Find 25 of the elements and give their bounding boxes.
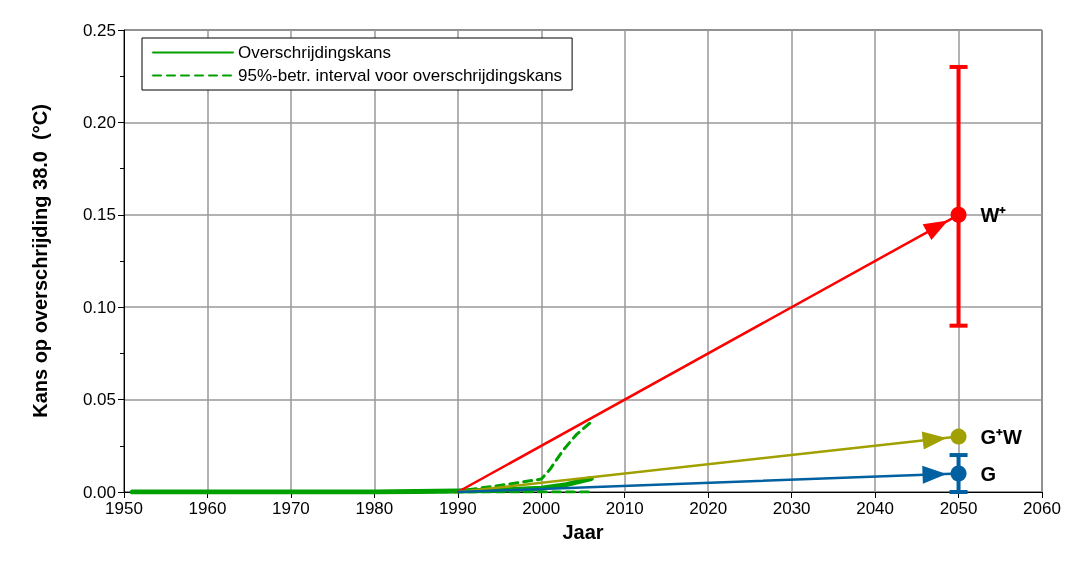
x-axis-title: Jaar — [562, 521, 604, 543]
x-tick-label: 2000 — [522, 499, 561, 518]
x-tick-label: 1980 — [355, 499, 394, 518]
y-tick-label: 0.25 — [82, 20, 116, 40]
y-tick-label: 0.20 — [82, 112, 116, 132]
y-tick-label: 0.00 — [82, 482, 116, 502]
x-tick-label: 2020 — [689, 499, 728, 518]
x-tick-label: 2040 — [856, 499, 894, 518]
x-tick-label: 2030 — [772, 499, 811, 518]
annotation: G⁺W — [980, 425, 1023, 448]
y-tick-label: 0.05 — [82, 390, 116, 410]
annotation: W⁺ — [980, 203, 1007, 226]
annotation: G — [980, 462, 997, 485]
x-tick-label: 1970 — [272, 499, 310, 518]
x-tick-label: 1960 — [188, 499, 227, 518]
legend-label: Overschrijdingskans — [238, 43, 392, 62]
y-axis-title: Kans op overschrijding 38.0 (°C) — [29, 104, 51, 418]
x-tick-label: 2010 — [605, 499, 644, 518]
x-tick-label: 2060 — [1023, 499, 1061, 518]
y-tick-label: 0.10 — [82, 297, 116, 317]
x-tick-label: 2050 — [939, 499, 978, 518]
x-tick-label: 1990 — [438, 499, 477, 518]
x-tick-label: 1950 — [105, 499, 143, 518]
y-tick-label: 0.15 — [82, 205, 116, 225]
legend-label: 95%-betr. interval voor overschrijdingskans — [238, 66, 563, 85]
